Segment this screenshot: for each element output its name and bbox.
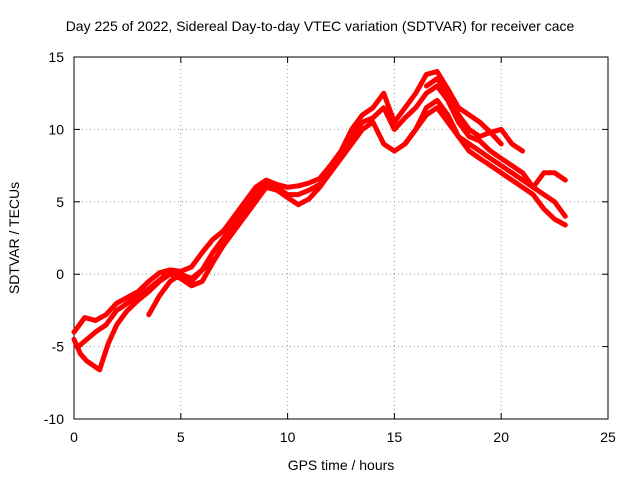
x-tick-label: 0 [70, 429, 78, 445]
chart-title: Day 225 of 2022, Sidereal Day-to-day VTE… [65, 18, 575, 34]
x-tick-label: 20 [493, 429, 509, 445]
y-tick-label: -5 [52, 339, 65, 355]
y-tick-label: -10 [44, 411, 64, 427]
y-axis-label: SDTVAR / TECUs [6, 182, 22, 294]
series-group [71, 69, 568, 373]
series-line-track-4 [402, 105, 568, 190]
y-tick-label: 15 [48, 49, 64, 65]
x-tick-label: 5 [177, 429, 185, 445]
y-tick-label: 10 [48, 121, 64, 137]
series-line-track-5 [146, 257, 216, 318]
series-line-track-3 [75, 83, 568, 350]
grid [74, 57, 608, 419]
x-axis-label: GPS time / hours [288, 457, 395, 473]
x-tick-label: 15 [387, 429, 403, 445]
y-tick-label: 5 [56, 194, 64, 210]
series-line-track-2 [71, 97, 568, 373]
x-tick-label: 25 [600, 429, 616, 445]
axis-ticks: 0 5 10 15 20 25 -10 -5 0 5 10 15 [44, 49, 616, 445]
plot-area [73, 56, 609, 420]
x-tick-label: 10 [280, 429, 296, 445]
series-line-track-6 [423, 76, 526, 154]
y-tick-label: 0 [56, 266, 64, 282]
series-line-track-1 [71, 69, 504, 335]
